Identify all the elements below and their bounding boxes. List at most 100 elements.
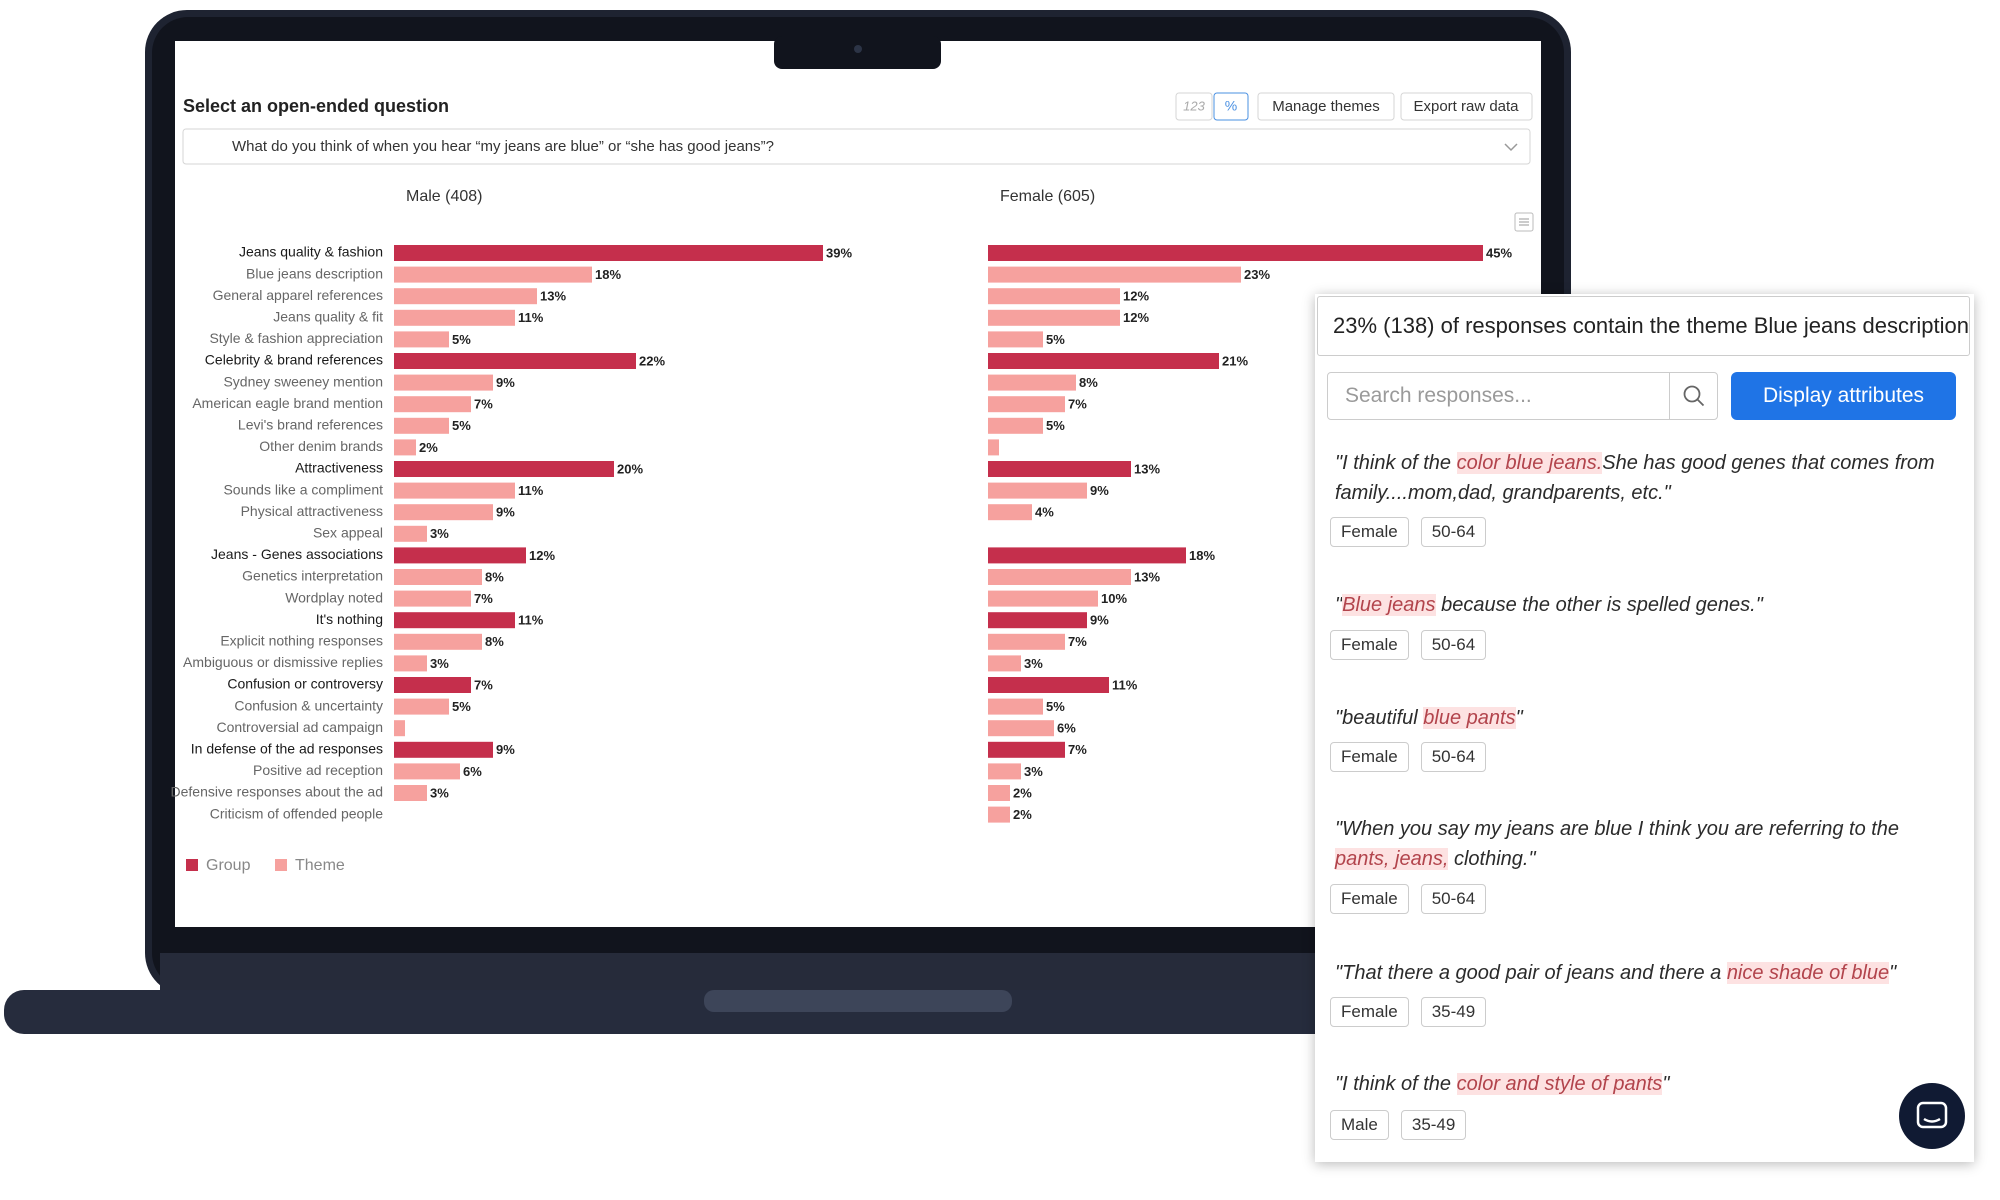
category-label: Jeans - Genes associations bbox=[211, 546, 383, 562]
theme-summary: 23% (138) of responses contain the theme… bbox=[1317, 296, 1970, 356]
value-label: 7% bbox=[1068, 634, 1087, 649]
toggle-count[interactable] bbox=[1175, 92, 1213, 121]
value-label: 20% bbox=[617, 461, 643, 476]
menu-lines bbox=[1519, 218, 1529, 226]
attribute-tag: 50-64 bbox=[1420, 884, 1487, 914]
chat-icon bbox=[1916, 1101, 1948, 1129]
bar bbox=[988, 288, 1120, 305]
bar bbox=[988, 633, 1065, 650]
bar bbox=[988, 698, 1043, 715]
value-label: 18% bbox=[595, 267, 621, 282]
manage-themes-button[interactable] bbox=[1257, 92, 1395, 121]
response-part: " bbox=[1662, 1073, 1670, 1095]
response-part: "That there a good pair of jeans and the… bbox=[1335, 962, 1727, 984]
attribute-tag: Female bbox=[1330, 742, 1409, 772]
bar bbox=[988, 677, 1109, 693]
legend-swatch bbox=[275, 859, 287, 871]
value-label: 9% bbox=[496, 375, 515, 390]
value-label: 5% bbox=[1046, 418, 1065, 433]
bar bbox=[394, 763, 460, 780]
bar bbox=[988, 245, 1483, 261]
highlight: color blue jeans. bbox=[1456, 452, 1603, 474]
bar bbox=[394, 353, 636, 369]
bar bbox=[988, 417, 1043, 434]
attribute-tag: 50-64 bbox=[1420, 517, 1487, 547]
bar bbox=[988, 720, 1054, 737]
value-label: 12% bbox=[1123, 289, 1149, 304]
highlight: nice shade of blue bbox=[1726, 962, 1890, 984]
bar bbox=[394, 569, 482, 585]
bar bbox=[988, 309, 1120, 326]
attribute-tag: Female bbox=[1330, 997, 1409, 1027]
response-part: "beautiful bbox=[1335, 707, 1424, 729]
value-label: 12% bbox=[529, 548, 555, 563]
question-dropdown[interactable] bbox=[182, 128, 1531, 165]
category-label: Style & fashion appreciation bbox=[209, 330, 383, 346]
bar bbox=[394, 374, 493, 391]
category-label: American eagle brand mention bbox=[192, 395, 383, 411]
bar bbox=[394, 417, 449, 434]
value-label: 7% bbox=[474, 677, 493, 692]
value-label: 2% bbox=[1013, 807, 1032, 822]
camera bbox=[854, 45, 862, 53]
bar bbox=[988, 612, 1087, 629]
bar bbox=[988, 331, 1043, 348]
category-label: Sydney sweeney mention bbox=[223, 373, 383, 389]
bar bbox=[988, 763, 1021, 780]
bar bbox=[988, 504, 1032, 521]
attribute-tag: Female bbox=[1330, 517, 1409, 547]
bar bbox=[988, 741, 1065, 758]
value-label: 7% bbox=[1068, 397, 1087, 412]
category-label: Jeans quality & fashion bbox=[239, 244, 383, 260]
bar bbox=[988, 806, 1010, 823]
response-part: clothing." bbox=[1448, 848, 1536, 870]
response-part: "When you say my jeans are blue I think … bbox=[1335, 818, 1900, 840]
category-label: It's nothing bbox=[316, 611, 383, 627]
bar bbox=[394, 525, 427, 542]
export-label: Export raw data bbox=[1413, 98, 1519, 115]
bar bbox=[394, 633, 482, 650]
bar bbox=[394, 288, 537, 305]
category-label: General apparel references bbox=[213, 287, 383, 303]
chat-button[interactable] bbox=[1899, 1083, 1965, 1149]
value-label: 18% bbox=[1189, 548, 1215, 563]
display-attributes-button[interactable]: Display attributes bbox=[1731, 372, 1956, 420]
bar bbox=[988, 655, 1021, 672]
response-part: "I think of the bbox=[1335, 1073, 1457, 1095]
response-tags: Female 35-49 bbox=[1330, 997, 1487, 1027]
bar bbox=[394, 331, 449, 348]
chart-menu[interactable] bbox=[1514, 212, 1534, 232]
value-label: 3% bbox=[430, 526, 449, 541]
search-input[interactable]: Search responses... bbox=[1327, 372, 1670, 420]
value-label: 7% bbox=[474, 397, 493, 412]
manage-themes-label: Manage themes bbox=[1272, 98, 1380, 115]
response-part: " bbox=[1515, 707, 1523, 729]
value-label: 3% bbox=[1024, 656, 1043, 671]
toggle-percent-label: % bbox=[1225, 98, 1237, 114]
response-text: "I think of the color blue jeans.She has… bbox=[1335, 448, 1955, 508]
highlight: pants, jeans, bbox=[1335, 848, 1449, 870]
category-label: Positive ad reception bbox=[253, 762, 383, 778]
value-label: 9% bbox=[496, 505, 515, 520]
bar bbox=[394, 590, 471, 607]
bar bbox=[988, 396, 1065, 413]
category-label: Defensive responses about the ad bbox=[171, 784, 383, 800]
bar bbox=[394, 439, 416, 456]
response-tags: Female 50-64 bbox=[1330, 630, 1487, 660]
value-label: 13% bbox=[540, 289, 566, 304]
response-tags: Male 35-49 bbox=[1330, 1110, 1467, 1140]
bar bbox=[394, 245, 823, 261]
value-label: 5% bbox=[1046, 332, 1065, 347]
export-button[interactable] bbox=[1400, 92, 1533, 121]
value-label: 11% bbox=[1112, 677, 1138, 692]
toggle-percent[interactable] bbox=[1213, 92, 1249, 121]
category-label: Physical attractiveness bbox=[241, 503, 383, 519]
highlight: blue pants bbox=[1423, 707, 1516, 729]
category-label: Controversial ad campaign bbox=[216, 719, 383, 735]
responses-panel: 23% (138) of responses contain the theme… bbox=[1315, 294, 1974, 1162]
category-label: Celebrity & brand references bbox=[205, 352, 383, 368]
category-label: Ambiguous or dismissive replies bbox=[183, 654, 383, 670]
bar bbox=[394, 309, 515, 326]
search-button[interactable] bbox=[1669, 372, 1718, 420]
